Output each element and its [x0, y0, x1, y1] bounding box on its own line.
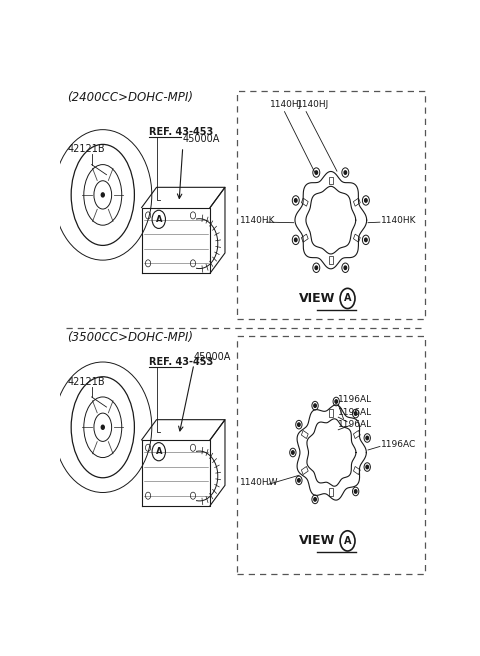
Text: VIEW: VIEW [299, 535, 335, 547]
Circle shape [365, 199, 367, 202]
Text: A: A [344, 293, 351, 304]
Bar [329, 176, 333, 184]
Text: REF. 43-453: REF. 43-453 [149, 127, 214, 137]
Bar [329, 488, 333, 496]
Text: 1196AL: 1196AL [338, 420, 372, 429]
Text: 1140HK: 1140HK [240, 216, 275, 224]
Text: REF. 43-453: REF. 43-453 [149, 357, 214, 367]
Text: (3500CC>DOHC-MPI): (3500CC>DOHC-MPI) [67, 331, 193, 344]
Circle shape [315, 171, 318, 174]
Text: (2400CC>DOHC-MPI): (2400CC>DOHC-MPI) [67, 91, 193, 104]
Circle shape [354, 412, 357, 415]
Text: 1196AC: 1196AC [381, 440, 416, 449]
Circle shape [298, 479, 300, 482]
Bar [353, 234, 360, 242]
Circle shape [335, 400, 337, 403]
Text: 1140HJ: 1140HJ [270, 100, 302, 108]
Circle shape [295, 199, 297, 202]
Text: 1140HW: 1140HW [240, 478, 278, 487]
Bar [329, 409, 333, 417]
Circle shape [366, 465, 369, 469]
Circle shape [314, 404, 316, 407]
Circle shape [354, 490, 357, 493]
Bar [301, 430, 308, 439]
Ellipse shape [101, 193, 104, 197]
Circle shape [344, 171, 347, 174]
Circle shape [344, 266, 347, 270]
Bar [353, 430, 360, 439]
Circle shape [366, 436, 369, 440]
Circle shape [292, 451, 294, 454]
Bar [329, 256, 333, 264]
Bar [301, 466, 308, 474]
Text: 1140HJ: 1140HJ [297, 100, 330, 108]
Circle shape [295, 238, 297, 241]
Bar [237, 337, 424, 574]
Text: 45000A: 45000A [183, 134, 220, 144]
Text: 1140HK: 1140HK [381, 216, 416, 224]
Circle shape [365, 238, 367, 241]
Circle shape [315, 266, 318, 270]
Text: VIEW: VIEW [299, 292, 335, 305]
Text: 45000A: 45000A [194, 352, 231, 361]
Ellipse shape [101, 425, 104, 429]
Text: 42121B: 42121B [67, 377, 105, 387]
Text: 42121B: 42121B [67, 144, 105, 155]
Bar [237, 91, 424, 319]
Circle shape [314, 498, 316, 501]
Circle shape [298, 423, 300, 426]
Bar [353, 466, 360, 474]
Bar [301, 198, 308, 206]
Bar [353, 198, 360, 206]
Text: 1196AL: 1196AL [338, 395, 372, 404]
Text: A: A [344, 536, 351, 546]
Bar [301, 234, 308, 242]
Text: A: A [156, 215, 162, 224]
Text: A: A [156, 447, 162, 456]
Text: 1196AL: 1196AL [338, 407, 372, 417]
